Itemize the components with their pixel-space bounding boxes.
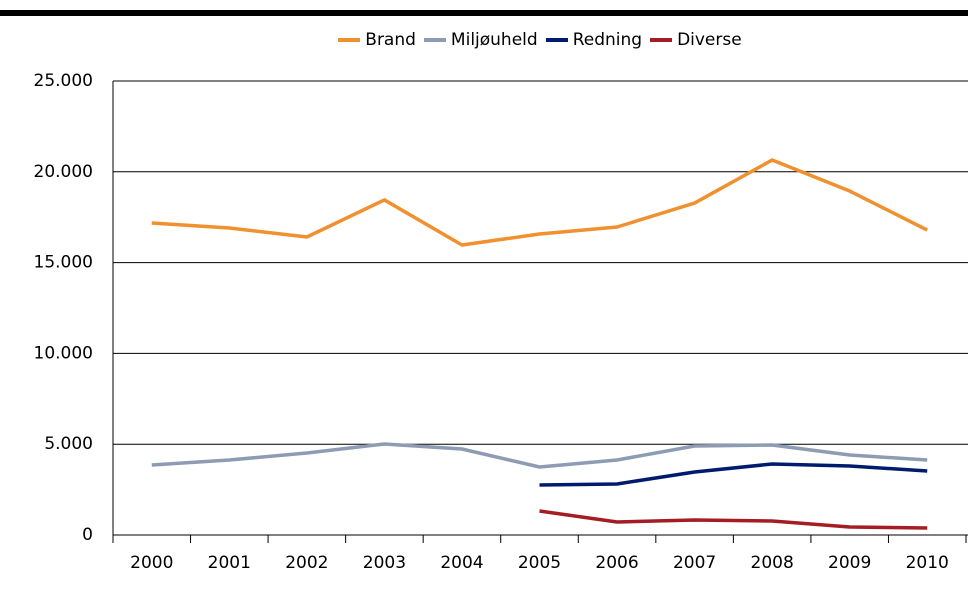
line-series (151, 158, 929, 247)
legend: Brand Miljøuheld Redning Diverse (0, 30, 968, 50)
x-tick-label: 2008 (751, 553, 794, 573)
legend-label: Redning (572, 30, 643, 50)
legend-swatch (650, 38, 673, 42)
x-tick-label: 2005 (518, 553, 561, 573)
legend-label: Brand (365, 30, 416, 50)
legend-swatch (338, 38, 361, 42)
y-tick-label: 10.000 (34, 343, 93, 363)
line-series (539, 509, 928, 530)
legend-item: Diverse (650, 30, 742, 50)
legend-item: Brand (338, 30, 416, 50)
legend-label: Miljøuheld (450, 30, 538, 50)
line-series (539, 462, 928, 487)
legend-item: Redning (545, 30, 643, 50)
x-tick-label: 2002 (285, 553, 328, 573)
y-tick-label: 0 (82, 525, 93, 545)
x-tick-label: 2003 (363, 553, 406, 573)
y-tick-label: 15.000 (34, 253, 93, 273)
y-tick-label: 5.000 (44, 434, 93, 454)
line-series (151, 442, 928, 469)
top-rule (0, 10, 968, 16)
x-tick-label: 2000 (130, 553, 173, 573)
x-tick-label: 2001 (208, 553, 251, 573)
y-tick-label: 20.000 (34, 162, 93, 182)
x-tick-label: 2006 (595, 553, 638, 573)
x-tick-label: 2007 (673, 553, 716, 573)
legend-item: Miljøuheld (423, 30, 538, 50)
x-tick-label: 2004 (440, 553, 483, 573)
legend-swatch (545, 38, 568, 42)
legend-label: Diverse (677, 30, 742, 50)
x-tick-label: 2009 (828, 553, 871, 573)
x-tick-label: 2010 (906, 553, 949, 573)
y-tick-label: 25.000 (34, 71, 93, 91)
legend-swatch (423, 38, 446, 42)
